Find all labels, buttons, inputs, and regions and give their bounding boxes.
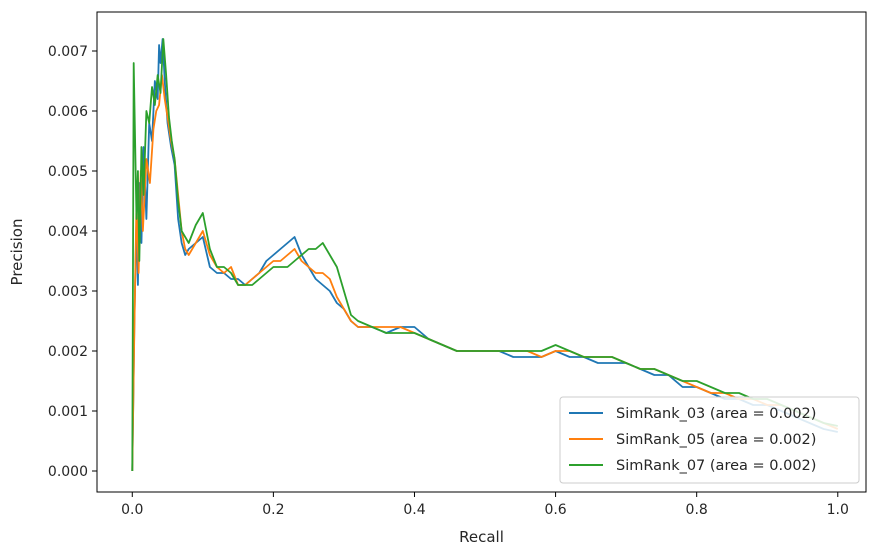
x-tick-label: 0.6	[544, 502, 566, 518]
legend-box	[559, 396, 860, 484]
x-axis-title: Recall	[459, 528, 504, 546]
y-tick-label: 0.003	[48, 284, 88, 300]
x-tick-label: 0.8	[686, 502, 708, 518]
y-tick-label: 0.006	[48, 104, 88, 120]
x-axis: 0.0 0.2 0.4 0.6 0.8 1.0	[121, 492, 849, 518]
y-tick-label: 0.001	[48, 404, 88, 420]
series-line-1	[131, 38, 838, 472]
legend: SimRank_03 (area = 0.002) SimRank_05 (are…	[559, 396, 860, 484]
x-tick-label: 0.2	[262, 502, 284, 518]
plot-frame	[96, 11, 867, 493]
y-tick-label: 0.007	[48, 44, 88, 60]
series-line-3	[131, 38, 838, 472]
y-tick-label: 0.004	[48, 224, 88, 240]
y-axis: 0.000 0.001 0.002 0.003 0.004 0.005 0.006 0.007	[48, 44, 97, 480]
y-tick-label: 0.000	[48, 464, 88, 480]
x-tick-label: 1.0	[827, 502, 849, 518]
x-tick-label: 0.4	[403, 502, 425, 518]
plot-lines	[131, 38, 839, 472]
y-tick-label: 0.005	[48, 164, 88, 180]
legend-label-3: SimRank_07 (area = 0.002)	[616, 458, 816, 474]
legend-label-1: SimRank_03 (area = 0.002)	[616, 406, 816, 422]
legend-label-2: SimRank_05 (area = 0.002)	[616, 432, 816, 448]
y-tick-label: 0.002	[48, 344, 88, 360]
x-tick-label: 0.0	[121, 502, 143, 518]
y-axis-title: Precision	[8, 219, 26, 286]
